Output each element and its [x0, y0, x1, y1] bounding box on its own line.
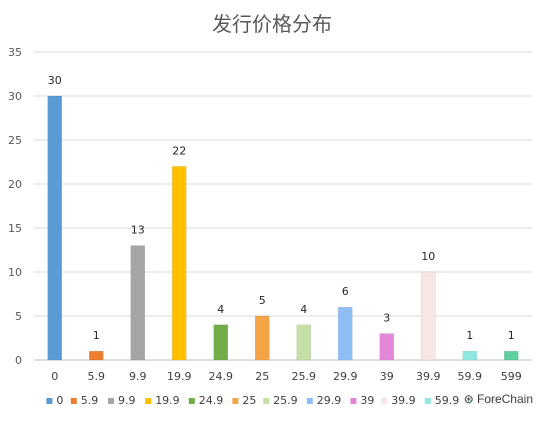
legend-swatch [46, 398, 53, 404]
x-tick-label: 9.9 [129, 370, 147, 383]
legend-swatch [108, 398, 114, 404]
legend-label: 0 [56, 394, 63, 407]
data-label: 3 [383, 312, 390, 325]
y-tick-label: 10 [8, 266, 22, 279]
x-tick-label: 39.9 [416, 370, 441, 383]
legend-label: 59.9 [435, 394, 460, 407]
bar [172, 166, 187, 361]
legend-swatch [424, 398, 431, 404]
legend-label: 5.9 [81, 394, 99, 407]
legend-swatch [70, 398, 77, 404]
bar [338, 306, 353, 361]
data-label: 6 [342, 285, 349, 298]
data-label: 1 [466, 329, 473, 342]
data-label: 10 [421, 250, 435, 263]
bar [379, 333, 394, 361]
bar [47, 95, 62, 361]
y-tick-label: 0 [15, 354, 22, 367]
x-tick-label: 599 [501, 370, 522, 383]
legend-label: 25.9 [273, 394, 298, 407]
legend-swatch [145, 398, 152, 404]
bar [504, 350, 519, 361]
bar [130, 245, 145, 361]
data-label: 13 [131, 224, 145, 237]
legend-swatch [188, 398, 195, 404]
wechat-icon: ⊛ [463, 392, 474, 406]
legend-swatch [350, 398, 357, 404]
bar [296, 324, 311, 361]
x-tick-label: 24.9 [209, 370, 234, 383]
watermark-text: ForeChain [476, 392, 533, 406]
chart-title: 发行价格分布 [212, 12, 332, 36]
legend-label: 29.9 [317, 394, 342, 407]
watermark: ⊛ ForeChain [460, 392, 536, 406]
legend-swatch [306, 398, 313, 404]
data-label: 5 [259, 294, 266, 307]
y-tick-label: 25 [8, 134, 22, 147]
x-tick-label: 29.9 [333, 370, 358, 383]
y-tick-label: 5 [15, 310, 22, 323]
legend-label: 19.9 [155, 394, 180, 407]
legend-swatch [263, 398, 270, 404]
legend-swatch [232, 398, 239, 404]
legend-label: 24.9 [199, 394, 224, 407]
x-tick-label: 5.9 [88, 370, 106, 383]
bar [213, 324, 228, 361]
data-label: 4 [300, 303, 307, 316]
data-label: 1 [93, 329, 100, 342]
bar [462, 350, 477, 361]
bar [89, 350, 104, 361]
legend-label: 39.9 [391, 394, 416, 407]
x-tick-label: 59.9 [458, 370, 483, 383]
x-tick-label: 19.9 [167, 370, 192, 383]
x-tick-label: 39 [380, 370, 394, 383]
x-tick-label: 0 [51, 370, 58, 383]
legend-swatch [381, 398, 388, 404]
bar [255, 315, 270, 361]
data-label: 22 [172, 144, 186, 157]
legend-label: 9.9 [118, 394, 136, 407]
y-tick-label: 35 [8, 46, 22, 59]
y-tick-label: 30 [8, 90, 22, 103]
bar [421, 271, 436, 361]
legend-label: 25 [242, 394, 256, 407]
x-tick-label: 25.9 [292, 370, 317, 383]
data-label: 1 [508, 329, 515, 342]
y-tick-label: 15 [8, 222, 22, 235]
data-label: 4 [217, 303, 224, 316]
x-tick-label: 25 [255, 370, 269, 383]
y-tick-label: 20 [8, 178, 22, 191]
legend-label: 39 [360, 394, 374, 407]
data-label: 30 [48, 74, 62, 87]
